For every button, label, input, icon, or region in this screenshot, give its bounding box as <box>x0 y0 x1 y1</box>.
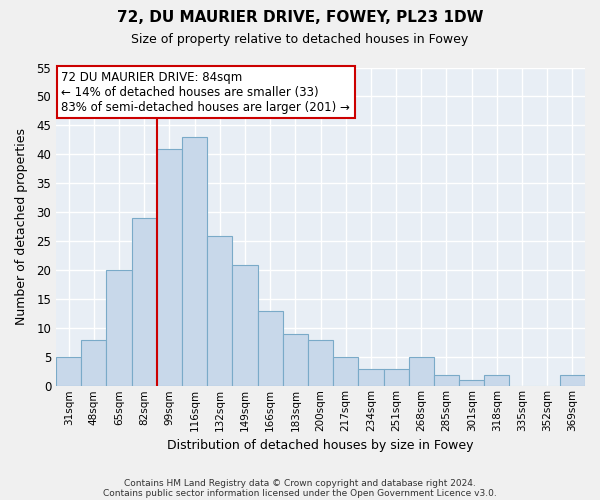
Y-axis label: Number of detached properties: Number of detached properties <box>15 128 28 326</box>
Bar <box>358 369 383 386</box>
Text: 72, DU MAURIER DRIVE, FOWEY, PL23 1DW: 72, DU MAURIER DRIVE, FOWEY, PL23 1DW <box>117 10 483 25</box>
Bar <box>560 374 585 386</box>
Bar <box>484 374 509 386</box>
Text: Size of property relative to detached houses in Fowey: Size of property relative to detached ho… <box>131 32 469 46</box>
X-axis label: Distribution of detached houses by size in Fowey: Distribution of detached houses by size … <box>167 440 474 452</box>
Bar <box>81 340 106 386</box>
Bar <box>157 148 182 386</box>
Bar <box>131 218 157 386</box>
Bar <box>257 311 283 386</box>
Bar <box>333 358 358 386</box>
Bar <box>409 358 434 386</box>
Bar <box>434 374 459 386</box>
Text: 72 DU MAURIER DRIVE: 84sqm
← 14% of detached houses are smaller (33)
83% of semi: 72 DU MAURIER DRIVE: 84sqm ← 14% of deta… <box>61 70 350 114</box>
Text: Contains public sector information licensed under the Open Government Licence v3: Contains public sector information licen… <box>103 488 497 498</box>
Bar <box>182 137 207 386</box>
Bar <box>283 334 308 386</box>
Bar <box>106 270 131 386</box>
Text: Contains HM Land Registry data © Crown copyright and database right 2024.: Contains HM Land Registry data © Crown c… <box>124 478 476 488</box>
Bar <box>459 380 484 386</box>
Bar <box>232 264 257 386</box>
Bar <box>207 236 232 386</box>
Bar <box>383 369 409 386</box>
Bar <box>308 340 333 386</box>
Bar <box>56 358 81 386</box>
